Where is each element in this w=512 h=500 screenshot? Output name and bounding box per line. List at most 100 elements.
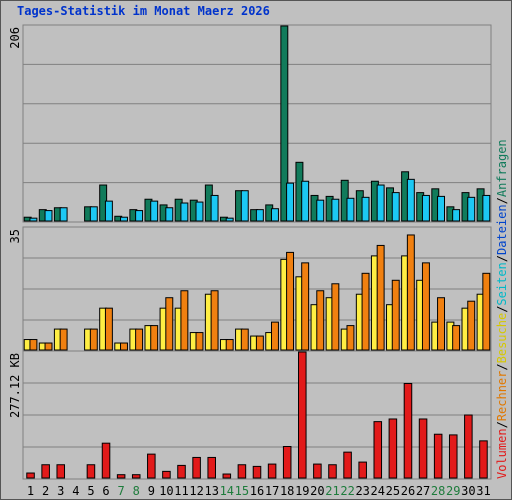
x-tick-label-4: 4	[72, 484, 79, 498]
x-tick-label-26: 26	[401, 484, 415, 498]
legend-separator: /	[495, 363, 509, 370]
x-tick-label-11: 11	[174, 484, 188, 498]
legend-separator: /	[495, 421, 509, 428]
x-tick-label-31: 31	[476, 484, 490, 498]
bar-volumen-day-25	[388, 418, 398, 479]
bar-volumen-day-17	[267, 463, 277, 479]
bar-volumen-day-27	[418, 418, 428, 479]
bar-volumen-day-7	[116, 474, 126, 479]
x-tick-label-3: 3	[57, 484, 64, 498]
bar-rechner-day-18	[286, 251, 295, 351]
x-tick-label-12: 12	[189, 484, 203, 498]
bar-volumen-day-11	[177, 464, 186, 479]
bar-rechner-day-28	[437, 297, 446, 351]
bar-dateien-day-8	[135, 210, 144, 222]
bar-volumen-day-19	[298, 351, 307, 479]
bar-rechner-day-13	[210, 290, 219, 351]
bar-dateien-day-20	[316, 199, 325, 222]
bar-dateien-day-3	[59, 207, 68, 222]
bar-rechner-day-14	[225, 339, 234, 351]
x-tick-label-16: 16	[250, 484, 264, 498]
x-tick-label-1: 1	[27, 484, 34, 498]
bar-volumen-day-21	[328, 464, 337, 479]
x-tick-label-5: 5	[87, 484, 94, 498]
bar-volumen-day-12	[192, 456, 201, 479]
bar-rechner-day-26	[406, 234, 415, 351]
bar-rechner-day-12	[195, 332, 204, 351]
bar-volumen-day-14	[222, 473, 232, 479]
bar-dateien-day-23	[361, 196, 370, 222]
x-tick-label-21: 21	[325, 484, 339, 498]
bar-volumen-day-20	[313, 463, 322, 479]
bar-rechner-day-20	[316, 290, 325, 351]
bar-rechner-day-21	[331, 283, 340, 351]
bar-dateien-day-2	[44, 210, 53, 222]
bar-dateien-day-30	[467, 196, 476, 222]
y-axis-label-middle: 35	[8, 229, 22, 243]
x-tick-label-9: 9	[148, 484, 155, 498]
bar-volumen-day-26	[403, 383, 413, 479]
bar-volumen-day-15	[237, 464, 247, 479]
bar-volumen-day-10	[162, 470, 171, 479]
x-tick-label-22: 22	[340, 484, 354, 498]
bar-rechner-day-29	[452, 325, 461, 351]
bar-dateien-day-7	[120, 216, 128, 222]
bar-volumen-day-1	[26, 472, 35, 479]
bar-dateien-day-31	[482, 194, 491, 222]
bar-volumen-day-16	[252, 465, 262, 479]
bar-rechner-day-8	[135, 328, 144, 351]
bar-rechner-day-30	[467, 300, 476, 351]
bar-volumen-day-3	[56, 464, 66, 479]
bar-volumen-day-24	[373, 421, 383, 479]
bar-dateien-day-15	[240, 190, 249, 222]
bar-volumen-day-13	[207, 456, 216, 479]
legend-item-volumen: Volumen	[495, 428, 509, 479]
bar-volumen-day-9	[147, 453, 156, 479]
bar-rechner-day-16	[255, 335, 264, 351]
bar-dateien-day-24	[376, 184, 385, 222]
bar-volumen-day-29	[448, 434, 458, 479]
bar-dateien-day-28	[437, 195, 446, 222]
x-tick-label-27: 27	[416, 484, 430, 498]
bar-dateien-day-19	[301, 180, 310, 222]
bar-rechner-day-19	[301, 262, 310, 351]
x-tick-label-15: 15	[235, 484, 249, 498]
bar-volumen-day-28	[433, 433, 443, 479]
bar-rechner-day-22	[346, 325, 355, 351]
x-tick-label-18: 18	[280, 484, 294, 498]
bar-dateien-day-11	[180, 202, 189, 222]
bar-rechner-day-31	[482, 272, 491, 351]
legend-separator: /	[495, 306, 509, 313]
bar-volumen-day-30	[464, 414, 473, 479]
bar-rechner-day-6	[104, 307, 113, 351]
bar-volumen-day-22	[343, 451, 352, 479]
x-tick-label-13: 13	[204, 484, 218, 498]
x-tick-label-17: 17	[265, 484, 279, 498]
x-tick-label-7: 7	[118, 484, 125, 498]
legend-item-seiten: Seiten	[495, 262, 509, 305]
bar-dateien-day-14	[225, 217, 234, 222]
x-tick-label-25: 25	[386, 484, 400, 498]
bar-rechner-day-9	[150, 325, 159, 351]
bar-rechner-day-17	[270, 321, 279, 351]
legend-separator: /	[495, 197, 509, 204]
x-tick-label-2: 2	[42, 484, 49, 498]
bar-rechner-day-27	[421, 262, 430, 351]
x-tick-label-10: 10	[159, 484, 173, 498]
x-tick-label-19: 19	[295, 484, 309, 498]
legend-item-dateien: Dateien	[495, 204, 509, 255]
bar-anfragen-day-18	[280, 25, 289, 222]
bar-rechner-day-10	[165, 297, 174, 351]
bar-dateien-day-10	[165, 207, 174, 222]
bar-rechner-day-2	[44, 342, 53, 351]
bar-rechner-day-3	[59, 328, 68, 351]
x-tick-label-29: 29	[446, 484, 460, 498]
legend: Volumen/Rechner/Besuche/Seiten/Dateien/A…	[495, 139, 509, 479]
bar-dateien-day-17	[270, 208, 279, 222]
legend-item-anfragen: Anfragen	[495, 139, 509, 197]
bar-volumen-day-31	[479, 440, 488, 479]
bar-rechner-day-25	[391, 279, 400, 351]
x-tick-label-6: 6	[102, 484, 109, 498]
